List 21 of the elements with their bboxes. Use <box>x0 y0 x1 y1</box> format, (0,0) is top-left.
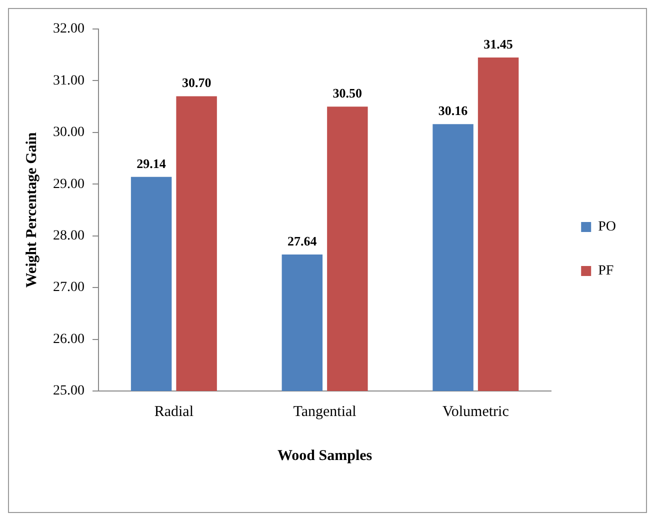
data-label: 29.14 <box>136 156 166 171</box>
y-tick-label: 30.00 <box>53 125 84 140</box>
data-label: 31.45 <box>484 36 514 52</box>
x-tick-label: Tangential <box>293 404 356 420</box>
y-tick-label: 28.00 <box>53 228 84 244</box>
x-tick-label: Volumetric <box>442 404 510 420</box>
y-tick-label: 27.00 <box>53 280 84 296</box>
x-tick-label: Radial <box>154 404 194 420</box>
data-label: 30.70 <box>182 75 212 90</box>
y-tick-label: 29.00 <box>53 176 84 192</box>
data-label: 27.64 <box>288 233 318 248</box>
y-tick-label: 31.00 <box>53 73 84 88</box>
y-tick-label: 32.00 <box>53 22 84 37</box>
legend-label: PO <box>598 220 616 235</box>
y-tick-label: 26.00 <box>53 332 84 347</box>
data-label: 30.50 <box>332 85 362 100</box>
y-tick-label: 25.00 <box>53 384 84 399</box>
data-label: 30.16 <box>438 103 468 118</box>
x-axis-title: Wood Samples <box>277 448 372 464</box>
y-axis-title: Weight Percentage Gain <box>24 132 40 288</box>
legend-label: PF <box>598 264 614 279</box>
